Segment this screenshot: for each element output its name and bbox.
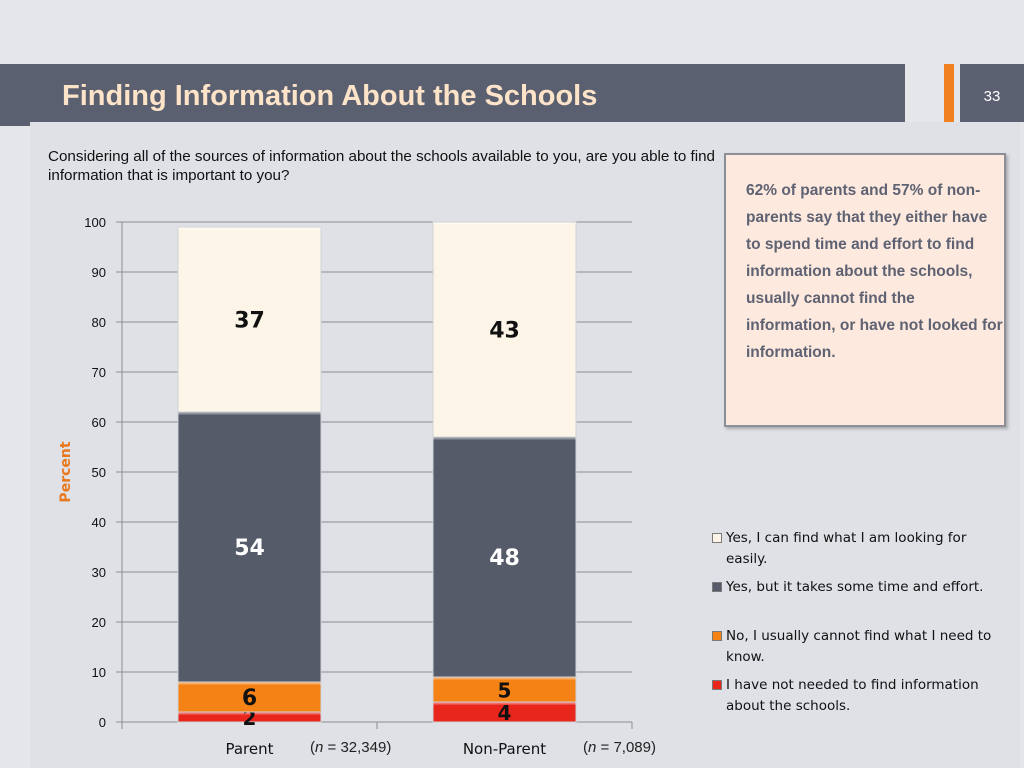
y-tick-label-90: 90 bbox=[92, 265, 106, 280]
callout-text: 62% of parents and 57% of non-parents sa… bbox=[746, 182, 1003, 361]
bar-parent-series-1 bbox=[177, 681, 322, 713]
x-category-label-parent: Parent bbox=[225, 740, 273, 758]
data-label-non-parent-series-3: 43 bbox=[489, 319, 520, 344]
non-parent-sample-size: (n = 7,089) bbox=[583, 739, 656, 756]
data-label-parent-series-1: 6 bbox=[242, 686, 257, 711]
parent-sample-size: (n = 32,349) bbox=[310, 739, 392, 756]
data-label-non-parent-series-0: 4 bbox=[498, 701, 512, 725]
legend-swatch-yes-easily bbox=[712, 533, 722, 543]
callout-box: 62% of parents and 57% of non-parents sa… bbox=[724, 153, 1006, 427]
y-tick-label-80: 80 bbox=[92, 315, 106, 330]
bar-parent-series-2 bbox=[177, 411, 322, 683]
legend-label-no-cannot: No, I usually cannot find what I need to… bbox=[726, 628, 992, 665]
y-tick-label-30: 30 bbox=[92, 565, 106, 580]
legend-swatch-not-needed bbox=[712, 680, 722, 690]
bar-parent-series-3 bbox=[177, 226, 322, 413]
y-tick-label-40: 40 bbox=[92, 515, 106, 530]
y-tick-label-0: 0 bbox=[99, 715, 106, 730]
legend-label-yes-effort: Yes, but it takes some time and effort. bbox=[726, 579, 984, 595]
page-number-box bbox=[960, 64, 1024, 122]
bar-non-parent-series-2 bbox=[432, 436, 577, 678]
y-tick-label-50: 50 bbox=[92, 465, 106, 480]
y-tick-label-70: 70 bbox=[92, 365, 106, 380]
y-tick-label-60: 60 bbox=[92, 415, 106, 430]
accent-bar bbox=[944, 64, 954, 122]
legend-swatch-yes-effort bbox=[712, 582, 722, 592]
survey-question: Considering all of the sources of inform… bbox=[48, 148, 715, 184]
bar-non-parent-series-1 bbox=[432, 676, 577, 703]
y-tick-label-100: 100 bbox=[84, 215, 106, 230]
data-label-non-parent-series-2: 48 bbox=[489, 546, 520, 571]
title-bar bbox=[0, 64, 905, 126]
legend-swatch-no-cannot bbox=[712, 631, 722, 641]
data-label-parent-series-2: 54 bbox=[234, 536, 265, 561]
slide-title: Finding Information About the Schools bbox=[62, 80, 598, 112]
y-axis-title: Percent bbox=[58, 441, 74, 502]
y-tick-label-10: 10 bbox=[92, 665, 106, 680]
legend-label-yes-easily: Yes, I can find what I am looking for ea… bbox=[726, 530, 967, 567]
data-label-parent-series-3: 37 bbox=[234, 309, 265, 334]
y-tick-label-20: 20 bbox=[92, 615, 106, 630]
bar-non-parent-series-3 bbox=[432, 221, 577, 438]
page-number: 33 bbox=[983, 88, 1001, 105]
legend-label-not-needed: I have not needed to find information ab… bbox=[726, 677, 979, 714]
x-category-label-non-parent: Non-Parent bbox=[463, 740, 546, 758]
data-label-non-parent-series-1: 5 bbox=[498, 679, 512, 703]
